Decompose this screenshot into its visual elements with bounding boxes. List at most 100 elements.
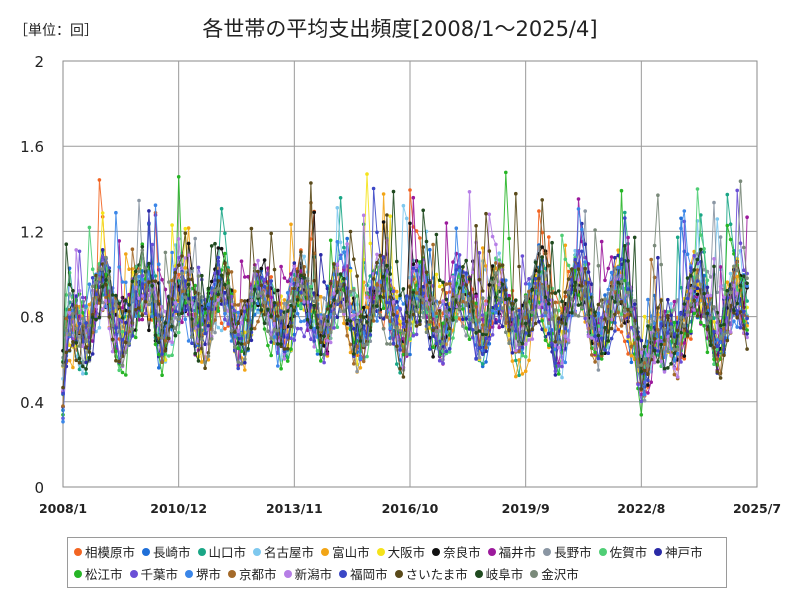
data-point: [219, 246, 224, 251]
data-point: [335, 325, 340, 330]
data-point: [712, 316, 716, 321]
data-point: [722, 295, 726, 300]
data-point: [193, 322, 197, 327]
data-point: [702, 314, 706, 319]
data-point: [90, 312, 95, 317]
data-point: [718, 336, 723, 341]
data-point: [484, 336, 488, 341]
data-point: [718, 265, 723, 269]
data-point: [504, 297, 508, 302]
data-point: [537, 305, 541, 310]
data-point: [226, 322, 230, 326]
data-point: [223, 317, 227, 322]
data-point: [74, 248, 78, 252]
data-point: [140, 273, 145, 278]
data-point: [140, 278, 145, 282]
legend-label: 金沢市: [541, 567, 579, 582]
y-tick-label: 0: [34, 479, 44, 497]
data-point: [160, 277, 164, 282]
data-point: [285, 336, 290, 340]
data-point: [451, 260, 455, 264]
legend-item: さいたま市: [394, 563, 468, 585]
data-point: [523, 342, 528, 347]
data-point: [312, 210, 317, 215]
data-point: [352, 326, 356, 331]
data-point: [540, 284, 544, 289]
data-point: [576, 303, 581, 307]
x-tick-label: 2016/10: [382, 501, 439, 516]
data-point: [186, 253, 191, 258]
data-point: [190, 277, 194, 282]
data-point: [97, 315, 102, 320]
data-point: [659, 298, 663, 303]
data-point: [583, 209, 587, 213]
data-point: [583, 260, 587, 264]
data-point: [530, 310, 535, 315]
data-point: [570, 277, 574, 282]
data-point: [646, 378, 650, 383]
data-point: [695, 274, 700, 278]
data-point: [100, 267, 105, 271]
data-point: [596, 356, 601, 361]
data-point: [170, 250, 174, 255]
data-point: [510, 326, 515, 330]
data-point: [669, 362, 673, 366]
legend-label: 大阪市: [387, 545, 426, 560]
data-point: [100, 307, 105, 311]
data-point: [233, 345, 237, 349]
data-point: [675, 328, 680, 333]
data-point: [418, 318, 422, 323]
data-point: [616, 265, 620, 270]
data-point: [322, 344, 326, 348]
data-point: [137, 274, 141, 279]
data-point: [566, 313, 571, 318]
data-point: [375, 260, 379, 265]
data-point: [520, 329, 525, 334]
data-point: [517, 349, 521, 354]
data-point: [718, 323, 723, 328]
data-point: [315, 349, 320, 353]
data-point: [566, 263, 571, 268]
data-point: [547, 343, 551, 348]
data-point: [365, 342, 369, 347]
data-point: [590, 326, 594, 330]
data-point: [639, 399, 644, 404]
data-point: [619, 257, 624, 262]
data-point: [530, 327, 535, 332]
data-point: [170, 324, 174, 329]
data-point: [309, 325, 313, 330]
data-point: [193, 351, 197, 356]
data-point: [345, 321, 350, 326]
data-point: [305, 276, 310, 281]
data-point: [461, 307, 465, 311]
data-point: [272, 267, 277, 272]
data-point: [186, 241, 191, 246]
data-point: [67, 282, 72, 287]
data-point: [365, 172, 369, 176]
data-point: [444, 330, 449, 334]
data-point: [745, 328, 749, 332]
data-point: [632, 324, 637, 329]
data-point: [728, 271, 733, 276]
data-point: [239, 309, 244, 313]
data-point: [269, 279, 274, 283]
data-point: [649, 257, 653, 262]
data-point: [332, 298, 336, 302]
data-point: [295, 326, 300, 331]
data-point: [74, 326, 78, 331]
data-point: [147, 280, 151, 284]
data-point: [77, 330, 82, 335]
data-point: [97, 301, 102, 305]
data-point: [652, 321, 657, 326]
data-point: [87, 225, 92, 230]
data-point: [742, 245, 746, 250]
data-point: [361, 315, 366, 319]
data-point: [623, 309, 627, 313]
data-point: [243, 357, 247, 362]
data-point: [642, 398, 647, 403]
data-point: [599, 239, 604, 244]
data-point: [401, 321, 406, 326]
data-point: [262, 277, 267, 282]
data-point: [67, 310, 72, 315]
data-point: [507, 236, 511, 241]
